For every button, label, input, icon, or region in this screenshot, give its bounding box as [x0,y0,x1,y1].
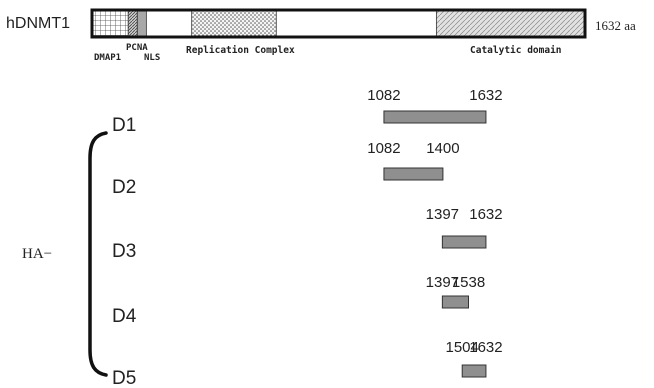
construct-name: D1 [112,115,136,136]
domain-label-nls: NLS [144,53,160,63]
domain-dmap1 [91,10,129,37]
construct-end-label: 1538 [452,274,485,291]
domain-label-replication-complex: Replication Complex [186,45,295,56]
construct-bar [383,110,487,124]
construct-start-label: 1504 [446,339,479,356]
protein-name: hDNMT1 [6,15,70,32]
construct-bar [441,235,487,249]
ha-tag-group: HA− [22,131,108,377]
construct-name: D3 [112,241,136,262]
domain-nls [136,10,147,37]
domain-label-pcna: PCNA [126,43,148,53]
construct-name: D4 [112,306,137,327]
construct-bar [383,167,444,181]
ha-tag-label: HA− [22,246,52,262]
domain-replication-complex [191,10,277,37]
construct-end-label: 1400 [426,140,459,157]
bracket [88,131,108,377]
protein-outline [90,8,587,39]
domain-catalytic-domain [435,10,586,37]
construct-d2: D2 1082 1400 [112,140,460,198]
construct-end-label: 1632 [469,206,502,223]
construct-start-label: 1397 [426,206,459,223]
construct-start-label: 1082 [367,87,400,104]
construct-start-label: 1397 [426,274,459,291]
domain-pcna [127,10,138,37]
domain-label-catalytic-domain: Catalytic domain [470,45,562,56]
construct-name: D2 [112,177,136,198]
construct-end-label: 1632 [469,339,502,356]
construct-name: D5 [112,368,136,388]
domain-blocks [91,10,586,37]
protein-length-label: 1632 aa [595,18,636,33]
construct-bar [441,295,470,309]
domain-label-dmap1: DMAP1 [94,53,121,63]
construct-d1: D1 1082 1632 [112,87,503,136]
construct-bar [461,364,487,378]
construct-end-label: 1632 [469,87,502,104]
construct-d3: D3 1397 1632 [112,206,503,262]
construct-start-label: 1082 [367,140,400,157]
